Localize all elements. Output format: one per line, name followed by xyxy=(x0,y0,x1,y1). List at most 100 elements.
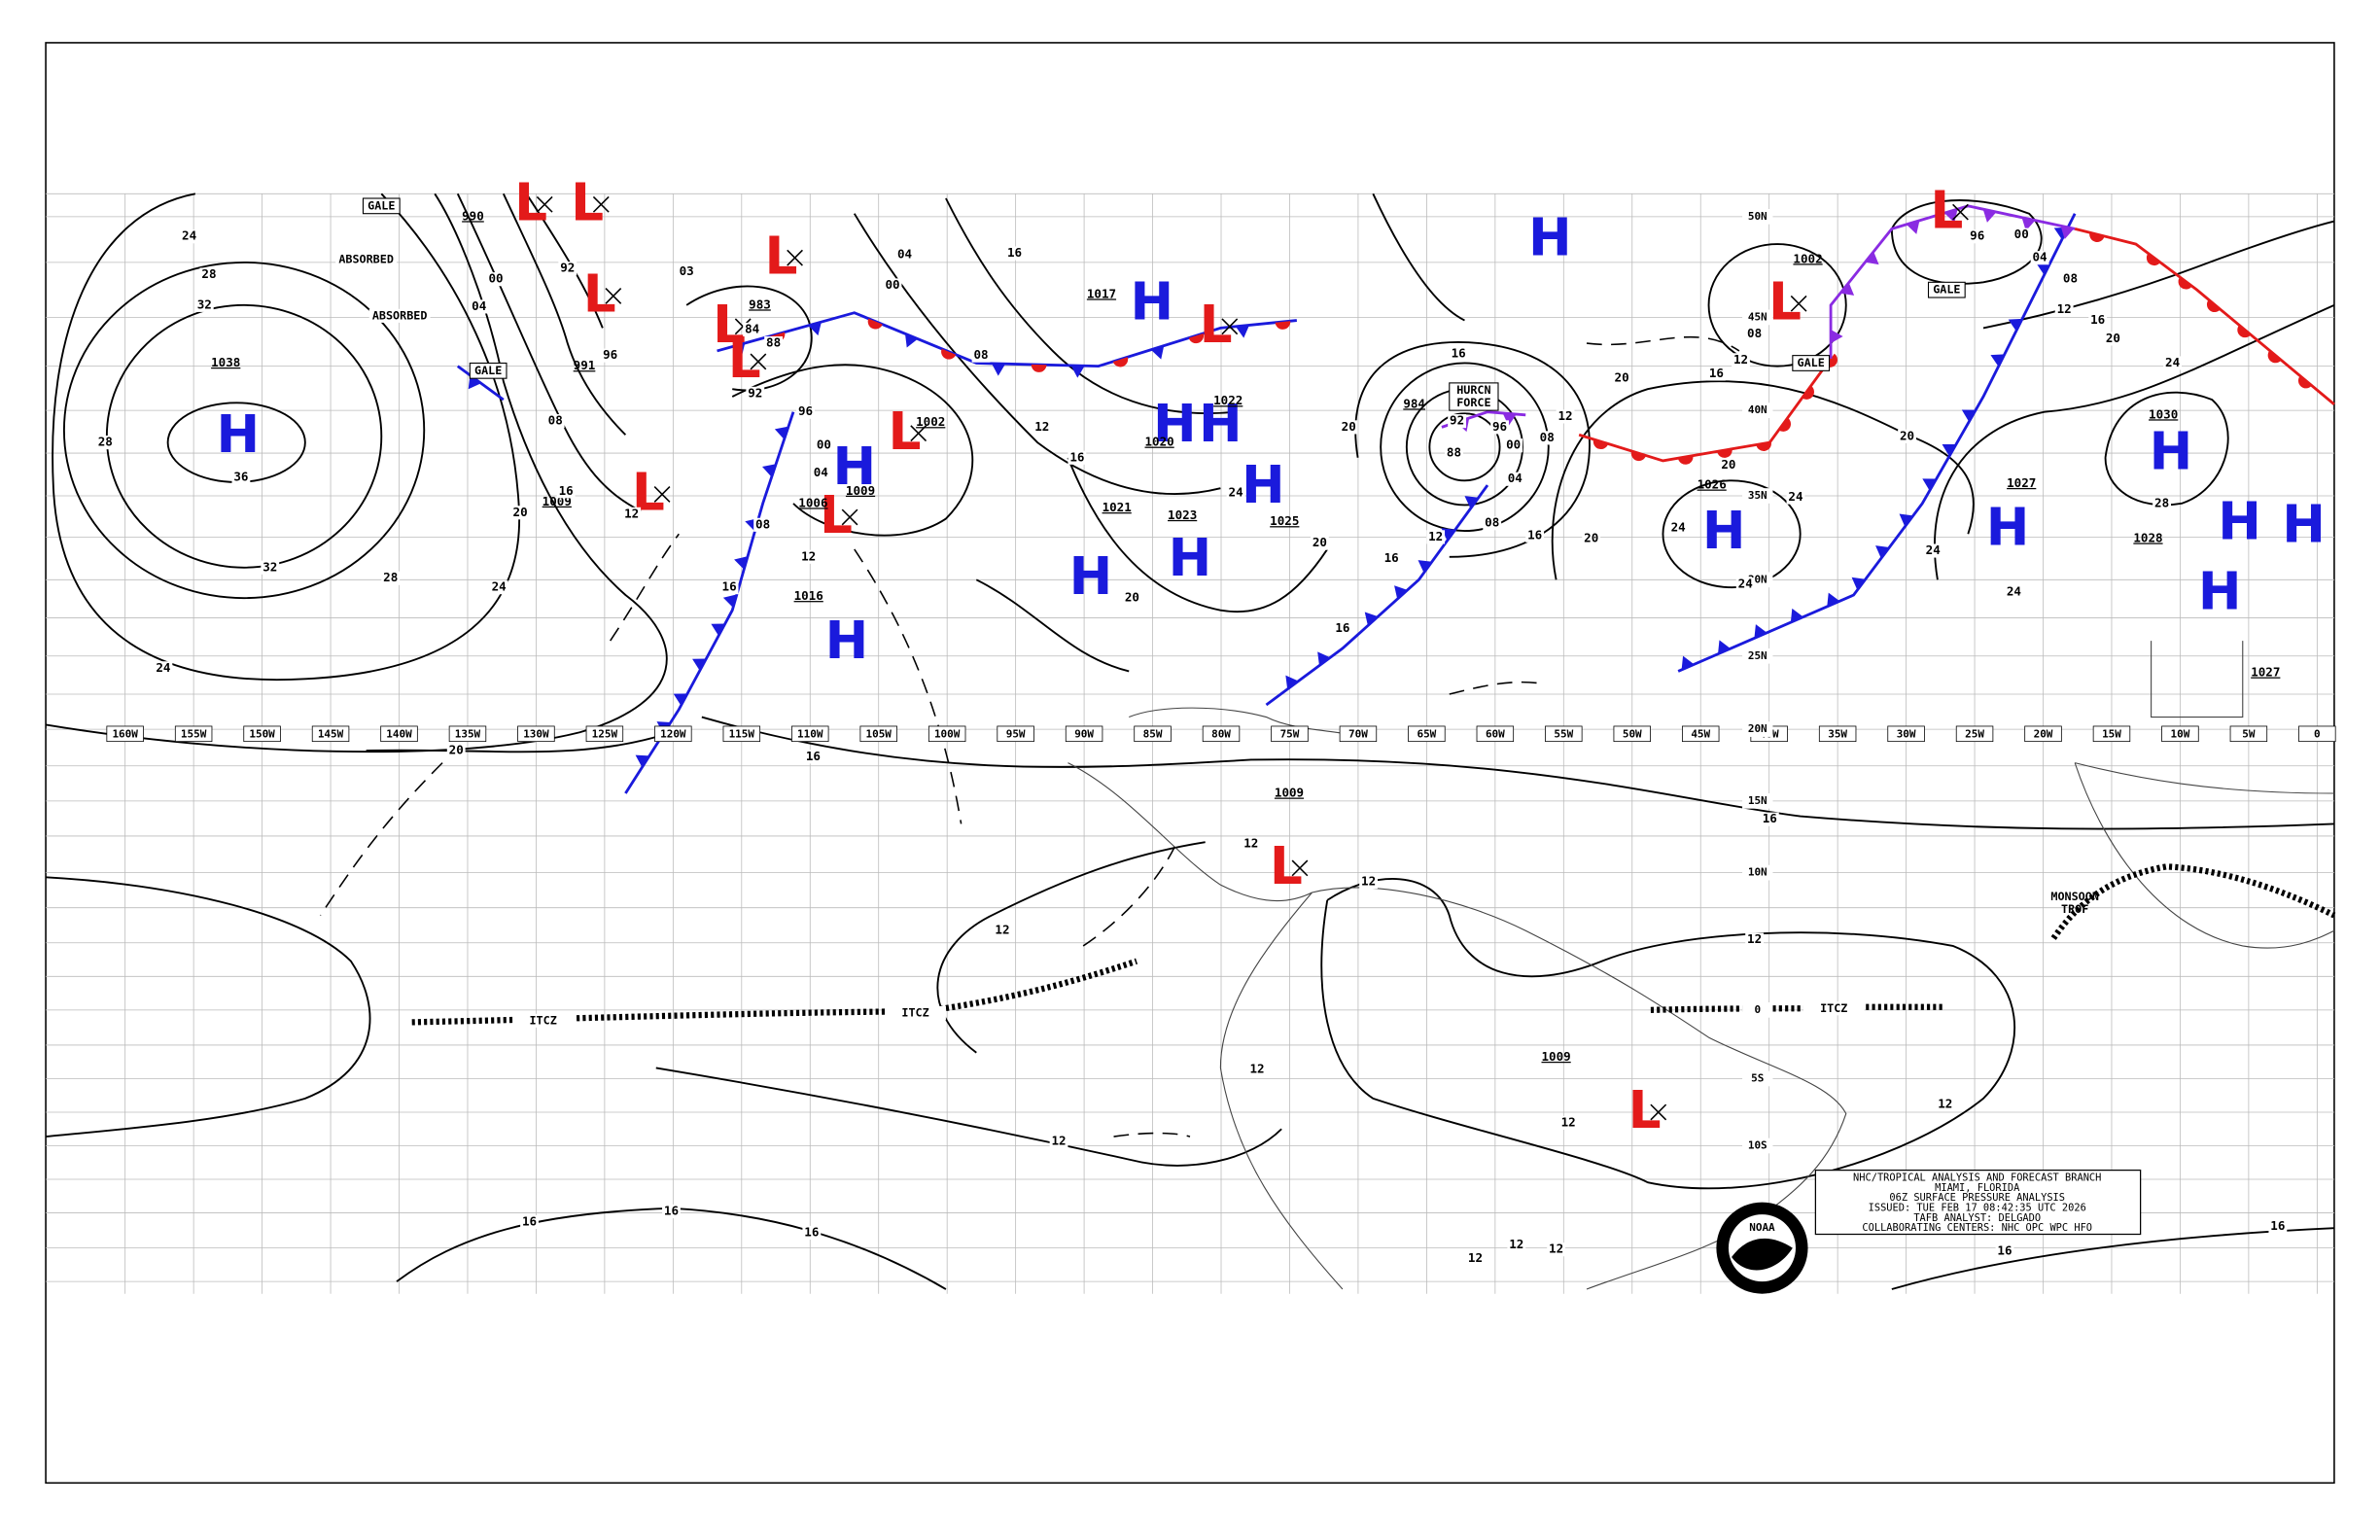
isobar-label: 08 xyxy=(1485,515,1499,530)
front-symbol xyxy=(1982,209,1997,223)
lat-label-box xyxy=(1742,488,1773,504)
lon-label: 15W xyxy=(2102,728,2121,741)
isobar-label-bg xyxy=(95,436,115,450)
high-symbol: H xyxy=(1069,545,1113,607)
front-symbol xyxy=(1827,592,1840,607)
central-pressure: 984 xyxy=(1403,396,1425,410)
lon-label-box xyxy=(722,725,761,743)
high-symbol: H xyxy=(1528,207,1572,268)
lon-label: 155W xyxy=(181,728,207,741)
isobar-label: 16 xyxy=(1069,449,1084,464)
isobar xyxy=(366,731,672,753)
central-pressure: 990 xyxy=(462,208,484,223)
isobar-label-bg xyxy=(1466,1251,1485,1266)
isobar-label: 24 xyxy=(1738,577,1753,591)
isobar-label-bg xyxy=(1505,472,1524,486)
info-box: NHC/TROPICAL ANALYSIS AND FORECAST BRANC… xyxy=(1814,1169,2142,1236)
info-line: NHC/TROPICAL ANALYSIS AND FORECAST BRANC… xyxy=(1853,1172,2101,1183)
isobar-label-bg xyxy=(261,560,280,575)
warm-front-symbol xyxy=(1802,385,1814,400)
annotation: ITCZ xyxy=(1820,1001,1847,1015)
central-pressure: 1038 xyxy=(211,355,240,369)
front-symbol xyxy=(722,594,737,608)
isobar-label: 20 xyxy=(1721,457,1735,472)
front-symbol xyxy=(1754,624,1768,639)
isobar-label: 12 xyxy=(801,548,816,563)
info-line: ISSUED: TUE FEB 17 08:42:35 UTC 2026 xyxy=(1869,1203,2086,1214)
isobar-label-bg xyxy=(1612,371,1631,386)
isobar-label-bg xyxy=(719,580,739,595)
isobar-label-bg xyxy=(1242,836,1261,851)
front-symbol xyxy=(711,623,725,636)
front-symbol xyxy=(1831,329,1843,344)
isobar-label-bg xyxy=(2012,228,2031,242)
isobar xyxy=(655,1067,1282,1167)
isobar xyxy=(456,192,642,512)
isobar-label: 20 xyxy=(2106,331,2120,345)
central-pressure: 1016 xyxy=(794,588,823,603)
isobar-label-bg xyxy=(1706,367,1726,381)
isobar-label-bg xyxy=(1668,520,1688,536)
central-pressure: 1009 xyxy=(846,483,875,498)
isobar-label: 16 xyxy=(522,1213,537,1228)
isobar-label-bg xyxy=(1426,530,1446,544)
lon-label: 150W xyxy=(249,728,275,741)
low-center-x xyxy=(605,288,622,304)
lon-label-box xyxy=(1339,725,1378,743)
high-symbol: H xyxy=(825,610,869,671)
central-pressure: 1002 xyxy=(916,414,945,429)
isobar-label: 36 xyxy=(233,470,248,484)
lon-label: 110W xyxy=(797,728,823,741)
front-symbol xyxy=(1718,640,1731,654)
isobar-label: 08 xyxy=(2063,271,2078,286)
lon-label: 10W xyxy=(2171,728,2190,741)
central-pressure: 1025 xyxy=(1270,513,1299,528)
annotation: ABSORBED xyxy=(338,252,394,265)
lon-label-box xyxy=(1134,725,1172,743)
isobar xyxy=(975,578,1130,673)
front-symbol xyxy=(1906,220,1920,234)
isobar-label-bg xyxy=(556,484,576,499)
front-symbol xyxy=(1961,409,1977,422)
low-center-x xyxy=(750,353,767,370)
isobar xyxy=(1354,341,1591,558)
labels: 160W 155W 150W 145W 140W 135W 130W 125W 120W 115W… xyxy=(95,171,2336,1266)
isobar-label: 08 xyxy=(1540,430,1555,444)
warm-front-symbol xyxy=(2089,232,2105,242)
isobar-label: 12 xyxy=(995,923,1009,937)
isobar-label-bg xyxy=(1558,1115,1578,1131)
isobar-label-bg xyxy=(1449,347,1468,362)
annotation-bg xyxy=(885,1005,946,1021)
isobar-label-bg xyxy=(796,404,815,419)
warm-front-symbol xyxy=(1031,364,1047,372)
high-symbol: H xyxy=(1130,270,1173,332)
isobar xyxy=(45,192,668,753)
warm-front-symbol xyxy=(2237,325,2252,338)
lon-label: 105W xyxy=(866,728,892,741)
front-symbol xyxy=(2021,217,2036,231)
isobar-label: 00 xyxy=(1506,438,1521,452)
isobar-label: 16 xyxy=(1452,346,1466,361)
lon-label-box xyxy=(174,725,213,743)
isobar-label: 16 xyxy=(2270,1218,2285,1233)
lon-label-box xyxy=(928,725,966,743)
lon-label: 125W xyxy=(592,728,618,741)
front-symbol xyxy=(1502,412,1517,427)
isobar-label: 96 xyxy=(798,403,813,418)
high-symbol: H xyxy=(216,403,260,465)
isobar-label: 20 xyxy=(513,505,528,519)
isobar-label: 20 xyxy=(1900,428,1914,442)
lon-label-box xyxy=(2229,725,2268,743)
isobar-label-bg xyxy=(2103,332,2122,346)
high-symbol: H xyxy=(1199,393,1242,454)
warm-front-symbol xyxy=(1630,450,1647,462)
high-symbol: H xyxy=(832,436,876,497)
isobar xyxy=(1933,303,2335,580)
lon-label: 45W xyxy=(1691,728,1710,741)
warm-front-symbol xyxy=(2267,350,2282,364)
isobar-label-bg xyxy=(1537,431,1557,445)
isobar-label-bg xyxy=(1068,450,1087,465)
front-symbol xyxy=(2060,226,2075,239)
isobar-label-bg xyxy=(1898,429,1916,443)
